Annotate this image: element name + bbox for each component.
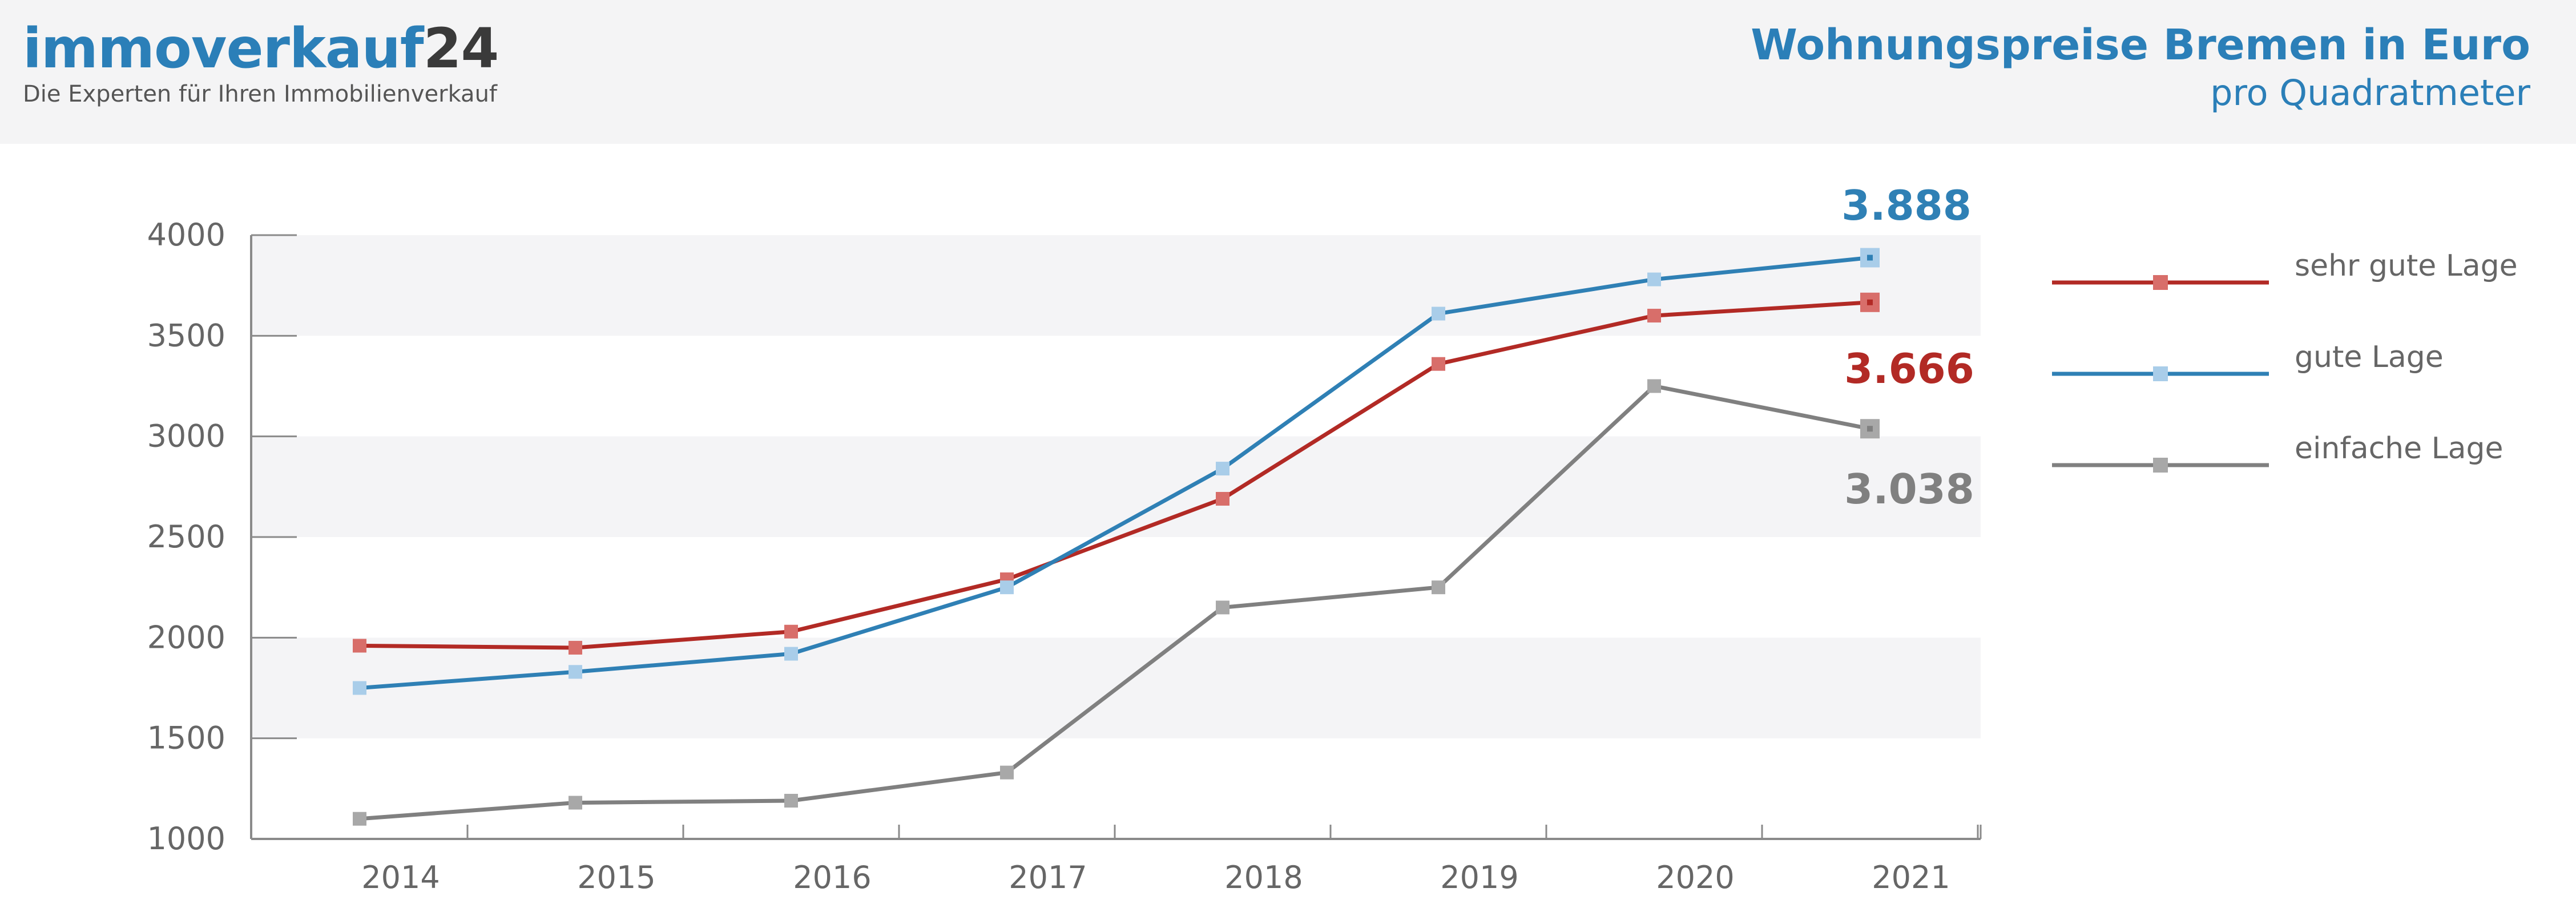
- data-point-center: [1867, 255, 1873, 261]
- legend-label: gute Lage: [2295, 340, 2444, 374]
- data-point: [1647, 272, 1661, 286]
- end-value-label: 3.038: [1844, 465, 1974, 513]
- data-point: [1432, 357, 1445, 371]
- legend-marker: [2153, 275, 2168, 290]
- data-point: [353, 681, 366, 695]
- y-tick-label: 2500: [147, 519, 225, 555]
- x-tick-label: 2020: [1656, 859, 1734, 895]
- x-tick-label: 2021: [1872, 859, 1950, 895]
- header-bar: [0, 0, 2576, 144]
- legend-marker: [2153, 366, 2168, 381]
- logo-main-text: immoverkauf: [23, 17, 424, 80]
- x-tick-label: 2017: [1009, 859, 1087, 895]
- series-line-2: [359, 384, 1870, 821]
- data-point: [784, 624, 798, 639]
- series-lines: [359, 256, 1870, 821]
- data-point: [1216, 491, 1229, 506]
- series-line-1: [359, 256, 1870, 690]
- data-point: [1647, 309, 1661, 323]
- logo-wordmark: immoverkauf24: [23, 17, 499, 80]
- chart-title: Wohnungspreise Bremen in Euro: [1751, 21, 2530, 70]
- grid-bands: [251, 235, 1981, 738]
- x-tick-label: 2015: [577, 859, 655, 895]
- legend: sehr gute Lage gute Lage einfache Lage: [2052, 249, 2518, 473]
- chart-subtitle: pro Quadratmeter: [2210, 72, 2530, 114]
- logo-tagline: Die Experten für Ihren Immobilienverkauf: [23, 81, 497, 107]
- series-markers: [353, 248, 1880, 826]
- legend-marker: [2153, 458, 2168, 473]
- legend-label: sehr gute Lage: [2295, 249, 2518, 283]
- data-point: [784, 647, 798, 661]
- data-point: [1647, 379, 1661, 393]
- y-tick-label: 1000: [147, 821, 225, 857]
- grid-band: [251, 436, 1981, 537]
- y-tick-label: 4000: [147, 217, 225, 253]
- x-axis-ticks: 2014 2015 2016 2017 2018 2019 2020 2021: [361, 825, 1982, 895]
- data-point-center: [1867, 299, 1873, 305]
- y-tick-label: 1500: [147, 720, 225, 756]
- data-point: [569, 640, 582, 655]
- y-tick-label: 3000: [147, 418, 225, 454]
- end-value-label: 3.888: [1841, 181, 1972, 229]
- logo-number: 24: [423, 17, 499, 80]
- legend-label: einfache Lage: [2295, 431, 2503, 466]
- end-labels: 3.666 3.888 3.038: [1841, 181, 1974, 513]
- x-tick-label: 2014: [361, 859, 440, 895]
- data-point: [1432, 306, 1445, 321]
- x-tick-label: 2018: [1224, 859, 1303, 895]
- data-point-center: [1867, 426, 1873, 432]
- series-line-0: [359, 300, 1870, 650]
- end-value-label: 3.666: [1844, 345, 1974, 393]
- data-point: [1432, 580, 1445, 595]
- data-point: [353, 639, 366, 653]
- y-axis-ticks: 4000 3500 3000 2500 2000 1500 1000: [147, 217, 297, 857]
- data-point: [569, 796, 582, 810]
- data-point: [569, 665, 582, 679]
- x-tick-label: 2016: [793, 859, 871, 895]
- data-point: [353, 812, 366, 826]
- y-tick-label: 3500: [147, 317, 225, 353]
- logo: immoverkauf24 Die Experten für Ihren Imm…: [23, 17, 499, 107]
- grid-band: [251, 235, 1981, 336]
- x-tick-label: 2019: [1440, 859, 1518, 895]
- data-point: [1216, 462, 1229, 476]
- data-point: [1216, 600, 1229, 615]
- y-tick-label: 2000: [147, 619, 225, 655]
- data-point: [1000, 580, 1014, 595]
- data-point: [1000, 765, 1014, 780]
- data-point: [784, 793, 798, 808]
